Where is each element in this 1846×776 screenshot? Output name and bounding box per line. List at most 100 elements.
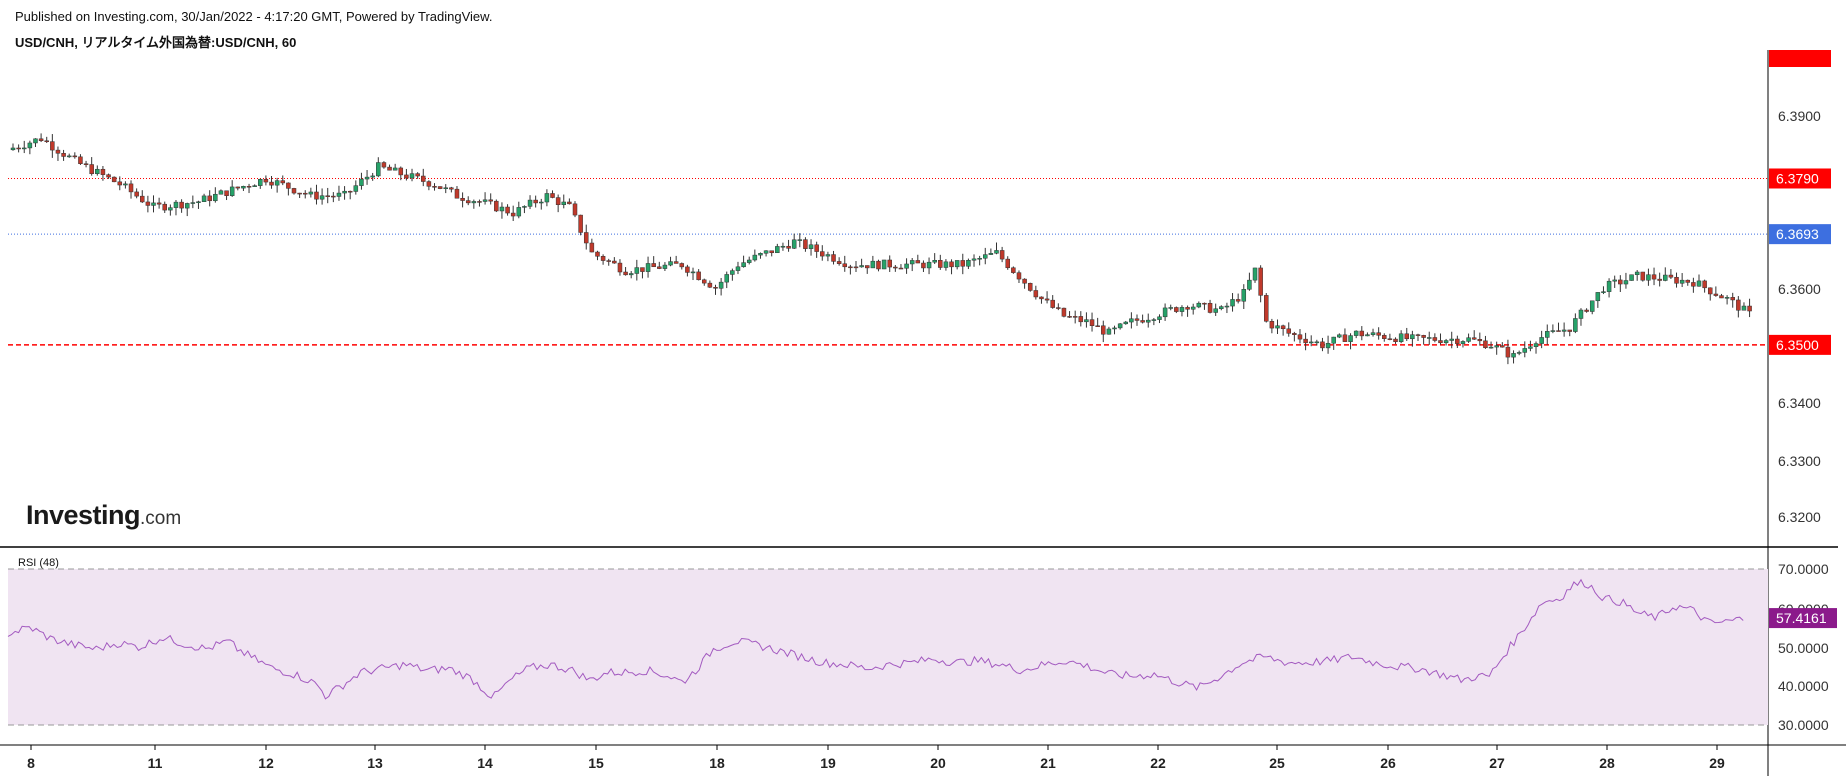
candle-body bbox=[404, 174, 409, 179]
candle-body bbox=[954, 260, 960, 268]
candle-body bbox=[111, 176, 117, 183]
candle-body bbox=[1033, 290, 1039, 298]
candle-body bbox=[1095, 325, 1100, 327]
candle-body bbox=[33, 138, 38, 144]
candle-body bbox=[16, 147, 21, 150]
candle-body bbox=[876, 260, 881, 270]
candle-body bbox=[1275, 325, 1280, 329]
candle-body bbox=[730, 270, 735, 275]
candle-body bbox=[454, 188, 460, 199]
candle-body bbox=[735, 266, 741, 271]
candle-body bbox=[1258, 267, 1263, 296]
candle-body bbox=[1331, 336, 1336, 344]
candle-body bbox=[1089, 319, 1095, 326]
time-tick-label: 27 bbox=[1489, 755, 1505, 771]
candle-body bbox=[887, 259, 892, 268]
candle-body bbox=[471, 201, 477, 204]
candle-body bbox=[1269, 321, 1275, 329]
candle-body bbox=[1426, 337, 1432, 339]
candle-body bbox=[1505, 346, 1511, 358]
support-tag bbox=[1769, 334, 1831, 355]
candle-body bbox=[89, 164, 94, 174]
candle-body bbox=[1101, 325, 1106, 335]
candle-body bbox=[617, 262, 623, 273]
candle-body bbox=[1162, 307, 1168, 318]
time-tick-label: 22 bbox=[1150, 755, 1166, 771]
candle-body bbox=[1292, 333, 1297, 335]
candle-body bbox=[1679, 279, 1685, 284]
candle-body bbox=[539, 201, 544, 204]
candle-body bbox=[859, 265, 864, 268]
candle-body bbox=[1668, 274, 1674, 278]
candle-body bbox=[1190, 306, 1196, 310]
candle-body bbox=[999, 250, 1005, 260]
candle-body bbox=[1353, 330, 1359, 336]
rsi-band bbox=[8, 569, 1768, 725]
candle-body bbox=[1365, 334, 1370, 337]
candle-body bbox=[1145, 319, 1151, 323]
candle-body bbox=[544, 193, 550, 203]
candle-body bbox=[325, 195, 330, 197]
candle-body bbox=[1022, 278, 1027, 284]
candle-body bbox=[1157, 316, 1162, 320]
candle-body bbox=[38, 138, 44, 142]
candle-body bbox=[123, 183, 128, 186]
last-price-tag-text: 6.3693 bbox=[1776, 226, 1819, 242]
candle-body bbox=[1314, 341, 1320, 344]
candle-body bbox=[685, 266, 690, 273]
candle-body bbox=[949, 261, 954, 268]
candle-body bbox=[1702, 280, 1707, 289]
candle-body bbox=[1117, 323, 1123, 329]
candle-body bbox=[1545, 331, 1550, 338]
candle-body bbox=[921, 262, 926, 269]
candle-body bbox=[1410, 334, 1415, 340]
candle-body bbox=[966, 259, 971, 267]
candle-body bbox=[763, 250, 769, 254]
candle-body bbox=[1224, 305, 1230, 308]
candle-body bbox=[994, 250, 999, 254]
candle-body bbox=[302, 192, 308, 195]
candle-body bbox=[1691, 282, 1696, 287]
candle-body bbox=[516, 207, 522, 217]
rsi-tick-label: 30.0000 bbox=[1778, 717, 1829, 733]
candle-body bbox=[1230, 299, 1235, 307]
time-tick-label: 14 bbox=[477, 755, 493, 771]
time-tick-label: 29 bbox=[1709, 755, 1725, 771]
candle-body bbox=[533, 199, 538, 204]
candle-body bbox=[893, 266, 898, 269]
candle-body bbox=[775, 246, 780, 254]
support-tag-text: 6.3500 bbox=[1776, 337, 1819, 353]
candle-body bbox=[707, 282, 713, 288]
candle-body bbox=[44, 140, 49, 143]
candle-body bbox=[1382, 335, 1387, 339]
candle-body bbox=[1578, 309, 1584, 319]
candle-body bbox=[696, 271, 701, 281]
candle-body bbox=[820, 251, 825, 257]
candle-body bbox=[1601, 291, 1606, 293]
candle-body bbox=[1185, 307, 1190, 310]
candle-body bbox=[668, 261, 673, 266]
candle-body bbox=[1359, 330, 1365, 337]
candle-body bbox=[1129, 318, 1134, 323]
candle-body bbox=[831, 254, 836, 262]
candle-body bbox=[1320, 341, 1325, 349]
candle-body bbox=[904, 263, 909, 269]
candle-body bbox=[606, 260, 611, 262]
rsi-value-tag-text: 57.4161 bbox=[1776, 610, 1827, 626]
candle-body bbox=[1460, 341, 1466, 344]
candle-body bbox=[741, 262, 746, 268]
candle-body bbox=[432, 186, 437, 188]
candle-body bbox=[100, 168, 106, 175]
candle-body bbox=[758, 253, 763, 256]
candle-body bbox=[381, 162, 387, 168]
candle-body bbox=[595, 251, 600, 257]
candle-body bbox=[572, 203, 578, 216]
candle-body bbox=[1112, 327, 1117, 330]
candle-body bbox=[1376, 332, 1381, 336]
candle-body bbox=[752, 254, 758, 261]
candle-body bbox=[1179, 307, 1185, 312]
candle-body bbox=[297, 192, 302, 195]
candle-body bbox=[482, 199, 488, 202]
candle-body bbox=[510, 212, 516, 217]
